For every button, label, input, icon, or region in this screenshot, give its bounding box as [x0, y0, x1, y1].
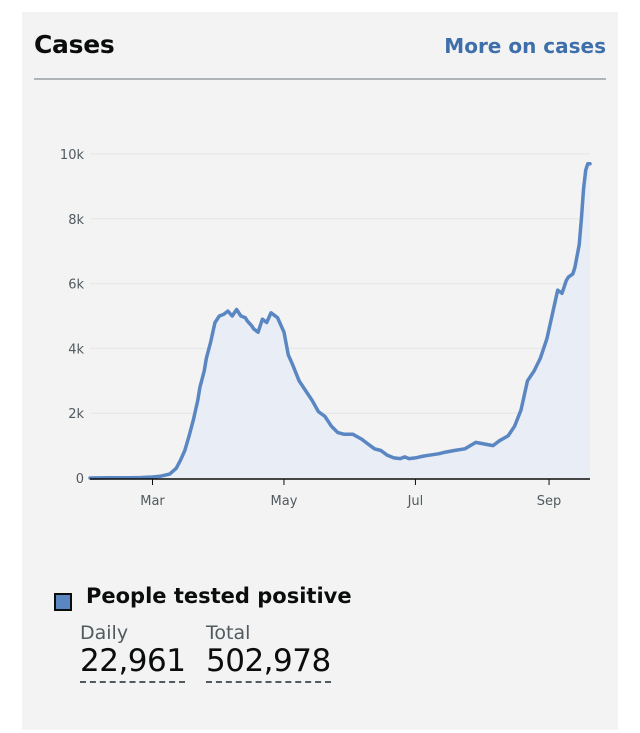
legend-label: People tested positive	[86, 584, 352, 608]
y-tick-label: 4k	[68, 342, 84, 357]
daily-label: Daily	[80, 622, 129, 644]
y-tick-label: 10k	[60, 148, 85, 163]
chart-gridlines	[90, 153, 590, 414]
daily-stat: Daily 22,961	[80, 622, 186, 683]
y-tick-label: 6k	[68, 278, 84, 293]
x-tick-label: Jul	[407, 494, 424, 509]
card-title: Cases	[34, 30, 115, 59]
y-tick-label: 8k	[68, 213, 84, 228]
x-tick-label: May	[271, 494, 298, 509]
x-tick-label: Mar	[140, 494, 165, 509]
x-tick-label: Sep	[537, 494, 562, 509]
total-stat: Total 502,978	[206, 622, 331, 683]
legend-swatch	[54, 593, 72, 611]
x-axis-ticks: Mar May Jul Sep	[140, 479, 561, 509]
cases-card	[22, 12, 618, 730]
more-on-cases-link[interactable]: More on cases	[444, 34, 606, 58]
cases-area-fill	[90, 163, 590, 478]
total-value[interactable]: 502,978	[206, 643, 331, 683]
cases-series-line	[88, 161, 592, 480]
y-tick-label: 0	[76, 472, 84, 487]
cases-chart: 0 2k 4k 6k 8k 10k Mar May Jul Sep	[60, 148, 592, 509]
card-header: Cases More on cases	[34, 26, 606, 80]
total-label: Total	[206, 622, 251, 644]
y-tick-label: 2k	[68, 407, 84, 422]
y-axis-ticks: 0 2k 4k 6k 8k 10k	[60, 148, 85, 487]
daily-value[interactable]: 22,961	[80, 643, 186, 683]
